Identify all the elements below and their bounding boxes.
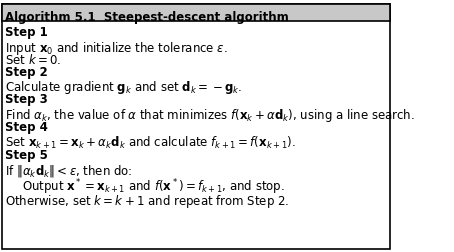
Text: Step 2: Step 2 <box>5 66 48 79</box>
Text: Step 1: Step 1 <box>5 26 48 40</box>
Text: If $\|\alpha_k \mathbf{d}_k\| < \varepsilon$, then do:: If $\|\alpha_k \mathbf{d}_k\| < \varepsi… <box>5 163 132 178</box>
Text: Step 5: Step 5 <box>5 149 48 162</box>
Text: Step 3: Step 3 <box>5 93 48 106</box>
Text: Otherwise, set $k = k + 1$ and repeat from Step 2.: Otherwise, set $k = k + 1$ and repeat fr… <box>5 193 289 210</box>
FancyBboxPatch shape <box>2 4 390 249</box>
Text: Set $k = 0$.: Set $k = 0$. <box>5 53 61 67</box>
Text: Algorithm 5.1  Steepest-descent algorithm: Algorithm 5.1 Steepest-descent algorithm <box>5 11 288 24</box>
FancyBboxPatch shape <box>2 4 390 21</box>
Text: Step 4: Step 4 <box>5 121 48 134</box>
Text: Input $\mathbf{x}_0$ and initialize the tolerance $\varepsilon$.: Input $\mathbf{x}_0$ and initialize the … <box>5 40 227 57</box>
Text: Output $\mathbf{x}^* = \mathbf{x}_{k+1}$ and $f(\mathbf{x}^*) = f_{k+1}$, and st: Output $\mathbf{x}^* = \mathbf{x}_{k+1}$… <box>21 178 285 197</box>
Text: Set $\mathbf{x}_{k+1} = \mathbf{x}_k + \alpha_k \mathbf{d}_k$ and calculate $f_{: Set $\mathbf{x}_{k+1} = \mathbf{x}_k + \… <box>5 135 296 151</box>
Text: Find $\alpha_k$, the value of $\alpha$ that minimizes $f(\mathbf{x}_k + \alpha \: Find $\alpha_k$, the value of $\alpha$ t… <box>5 107 415 124</box>
Text: Calculate gradient $\mathbf{g}_k$ and set $\mathbf{d}_k = -\mathbf{g}_k$.: Calculate gradient $\mathbf{g}_k$ and se… <box>5 79 242 96</box>
